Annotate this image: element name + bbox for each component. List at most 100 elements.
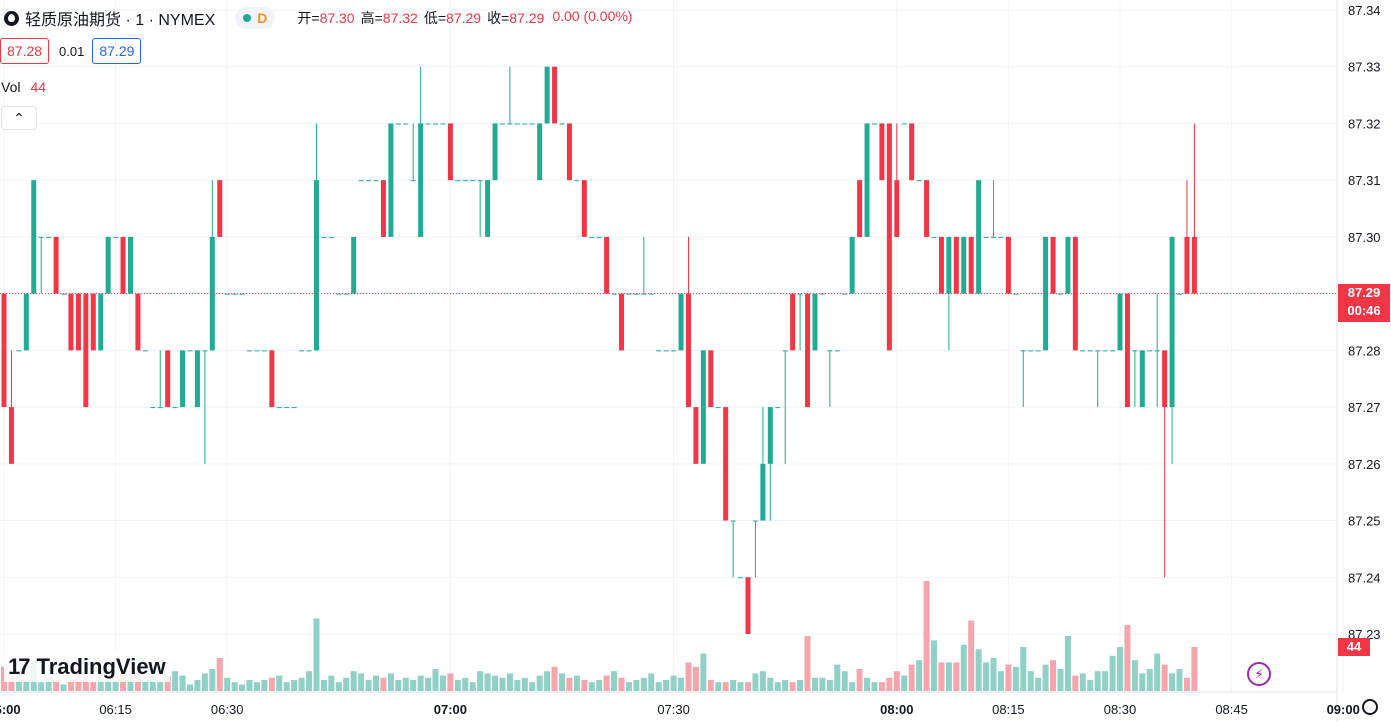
candle-body — [1169, 236, 1175, 408]
sell-bid-button[interactable]: 87.28 — [0, 38, 50, 64]
candle-body — [105, 236, 111, 294]
candle-body — [1147, 350, 1153, 352]
candle-body — [916, 180, 922, 182]
candle-body — [849, 236, 855, 294]
candle-body — [1184, 236, 1190, 294]
candle-body — [31, 180, 37, 294]
volume-bar — [112, 680, 119, 691]
candle-body — [566, 123, 572, 181]
candle-body — [269, 350, 275, 408]
open-value: 87.30 — [319, 10, 355, 26]
volume-label: Vol — [1, 79, 21, 95]
volume-bar — [878, 682, 885, 691]
candle-body — [700, 350, 706, 464]
candle-body — [1110, 350, 1116, 352]
volume-bar — [573, 675, 580, 691]
candle-body — [656, 350, 662, 352]
volume-bar — [1161, 664, 1168, 691]
candle-body — [321, 236, 327, 238]
volume-bar — [343, 677, 350, 691]
volume-bar — [1169, 673, 1176, 691]
tradingview-logo[interactable]: 17 TradingView — [4, 652, 170, 682]
volume-bar — [856, 669, 863, 691]
volume-bar — [157, 682, 164, 691]
volume-bar — [916, 660, 923, 691]
candle-body — [1087, 350, 1093, 352]
volume-bar — [209, 669, 216, 691]
volume-bar — [1087, 680, 1094, 691]
symbol-title[interactable]: 轻质原油期货 · 1 · NYMEX — [25, 12, 216, 29]
volume-tag: 44 — [1338, 638, 1370, 656]
volume-bar — [923, 581, 930, 691]
candle-body — [924, 180, 930, 237]
volume-bar — [983, 662, 990, 691]
volume-value: 44 — [30, 79, 47, 95]
volume-bar — [439, 675, 446, 691]
market-status-pill[interactable]: D — [235, 7, 276, 29]
volume-bar — [462, 677, 469, 691]
volume-bar — [90, 682, 97, 691]
volume-bar — [1012, 666, 1019, 691]
candle-body — [998, 236, 1004, 238]
candle-body — [663, 350, 669, 352]
candle-body — [842, 293, 848, 295]
volume-bar — [655, 682, 662, 691]
volume-bar — [603, 675, 610, 691]
lightning-icon[interactable]: ⚡ — [1247, 662, 1271, 686]
last-price-value: 87.29 — [1347, 285, 1381, 300]
volume-bar — [298, 677, 305, 691]
volume-bar — [596, 680, 603, 691]
volume-bar — [492, 675, 499, 691]
price-tick-label: 87.28 — [1348, 343, 1381, 358]
candle-body — [90, 293, 96, 351]
candle-body — [715, 407, 721, 409]
candle-body — [68, 293, 74, 351]
candle-body — [1057, 293, 1063, 295]
volume-bar — [1020, 647, 1027, 691]
volume-bar — [358, 673, 365, 691]
volume-bar — [886, 677, 893, 691]
time-tick-label: 08:45 — [1215, 702, 1248, 717]
candle-body — [641, 293, 647, 295]
candle-body — [395, 123, 401, 125]
volume-bar — [640, 677, 647, 691]
time-tick-label: 08:30 — [1104, 702, 1137, 717]
volume-bar — [1079, 673, 1086, 691]
candle-body — [946, 236, 952, 294]
candle-body — [723, 407, 729, 521]
volume-bar — [864, 677, 871, 691]
candle-body — [306, 350, 312, 352]
candle-body — [276, 407, 282, 409]
candle-body — [1043, 236, 1049, 351]
candle-body — [328, 236, 334, 238]
time-tick-label: 06:15 — [99, 702, 132, 717]
volume-bar — [306, 671, 313, 691]
collapse-legend-button[interactable]: ⌃ — [1, 106, 37, 130]
volume-bar — [395, 680, 402, 691]
volume-bar — [187, 684, 193, 691]
volume-bar — [692, 666, 699, 691]
candle-body — [1013, 293, 1019, 295]
candle-body — [455, 180, 461, 182]
buy-ask-button[interactable]: 87.29 — [92, 38, 142, 64]
candle-body — [336, 293, 342, 295]
volume-bar — [179, 675, 186, 691]
volume-bar — [477, 671, 484, 691]
gear-icon[interactable] — [1362, 699, 1378, 715]
candle-body — [812, 293, 818, 351]
time-axis[interactable]: 06:00 06:15 06:30 07:00 07:30 08:00 08:15 08:30… — [0, 691, 1360, 717]
low-label: 低= — [423, 10, 447, 26]
candle-body — [291, 407, 297, 409]
volume-bar — [871, 682, 878, 691]
volume-bars — [1, 581, 1198, 691]
volume-bar — [1117, 647, 1123, 691]
candle-body — [693, 407, 699, 464]
candle-body — [901, 123, 907, 125]
volume-bar — [529, 682, 536, 691]
volume-bar — [127, 677, 134, 691]
tradingview-logo-icon: 17 — [8, 654, 31, 679]
volume-bar — [1176, 669, 1183, 691]
volume-legend[interactable]: Vol 44 — [1, 79, 46, 95]
price-tick-label: 87.26 — [1348, 457, 1381, 472]
